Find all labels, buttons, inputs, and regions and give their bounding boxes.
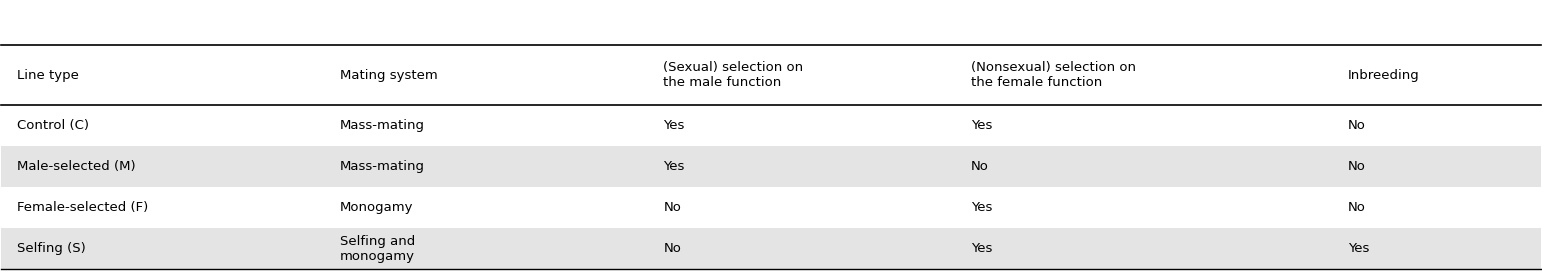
Text: Inbreeding: Inbreeding: [1348, 69, 1420, 82]
Text: (Nonsexual) selection on
the female function: (Nonsexual) selection on the female func…: [971, 61, 1136, 89]
Text: Yes: Yes: [971, 242, 993, 255]
Text: No: No: [1348, 119, 1366, 132]
Text: Mass-mating: Mass-mating: [341, 119, 426, 132]
Text: Yes: Yes: [663, 119, 685, 132]
Text: No: No: [663, 242, 682, 255]
Text: No: No: [971, 160, 988, 173]
Text: Selfing (S): Selfing (S): [17, 242, 85, 255]
Text: No: No: [1348, 201, 1366, 214]
Text: Monogamy: Monogamy: [341, 201, 413, 214]
Text: Yes: Yes: [971, 119, 993, 132]
Text: Mass-mating: Mass-mating: [341, 160, 426, 173]
Text: No: No: [1348, 160, 1366, 173]
Text: Control (C): Control (C): [17, 119, 89, 132]
Text: Yes: Yes: [1348, 242, 1369, 255]
Text: Yes: Yes: [663, 160, 685, 173]
Text: (Sexual) selection on
the male function: (Sexual) selection on the male function: [663, 61, 803, 89]
Text: Selfing and
monogamy: Selfing and monogamy: [341, 235, 415, 263]
Text: Male-selected (M): Male-selected (M): [17, 160, 136, 173]
Bar: [2, 228, 1540, 269]
Bar: [2, 146, 1540, 187]
Text: No: No: [663, 201, 682, 214]
Text: Yes: Yes: [971, 201, 993, 214]
Text: Female-selected (F): Female-selected (F): [17, 201, 148, 214]
Text: Mating system: Mating system: [341, 69, 438, 82]
Text: Line type: Line type: [17, 69, 79, 82]
